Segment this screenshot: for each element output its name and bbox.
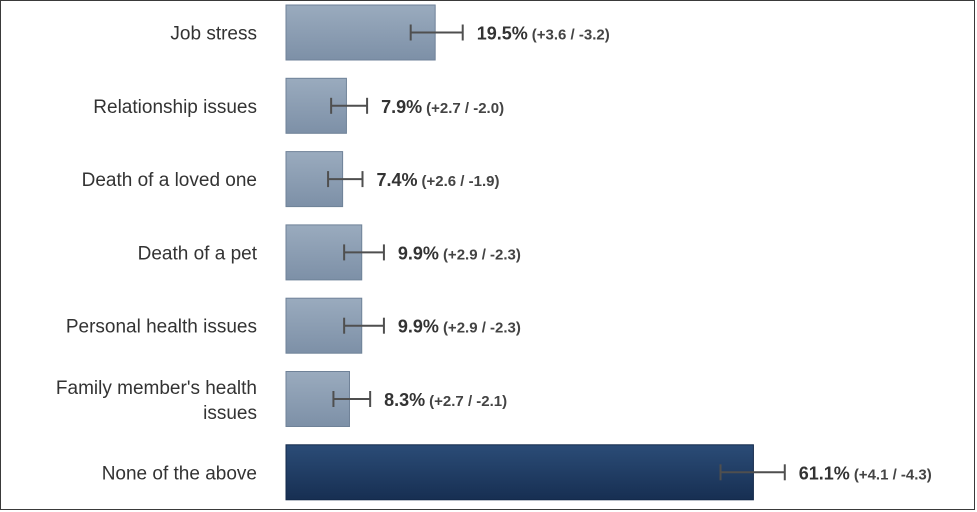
value-label: 9.9% (+2.9 / -2.3) bbox=[398, 317, 521, 337]
error-bar bbox=[343, 317, 385, 334]
value-label: 61.1% (+4.1 / -4.3) bbox=[799, 463, 932, 483]
category-label: Death of a loved one bbox=[82, 170, 257, 191]
error-bar bbox=[409, 24, 464, 41]
error-bar bbox=[327, 171, 364, 188]
category-label: Job stress bbox=[170, 24, 257, 45]
value-label: 7.9% (+2.7 / -2.0) bbox=[381, 97, 504, 117]
category-label: Death of a pet bbox=[138, 243, 258, 264]
error-bar bbox=[330, 97, 369, 114]
category-label: Personal health issues bbox=[66, 317, 257, 338]
category-label: Relationship issues bbox=[93, 97, 257, 118]
value-label: 7.4% (+2.6 / -1.9) bbox=[377, 170, 500, 190]
value-label: 19.5% (+3.6 / -3.2) bbox=[477, 24, 610, 44]
error-bar bbox=[332, 391, 372, 407]
error-bar bbox=[343, 244, 385, 261]
value-label: 8.3% (+2.7 / -2.1) bbox=[384, 390, 507, 410]
bars-group: Job stress 19.5% (+3.6 / -3.2) Relationship… bbox=[56, 4, 932, 501]
category-label: None of the above bbox=[102, 463, 257, 484]
error-bar bbox=[719, 464, 786, 481]
value-label: 9.9% (+2.9 / -2.3) bbox=[398, 243, 521, 263]
category-label: Family member's health issues bbox=[56, 378, 257, 424]
bar bbox=[285, 444, 754, 501]
